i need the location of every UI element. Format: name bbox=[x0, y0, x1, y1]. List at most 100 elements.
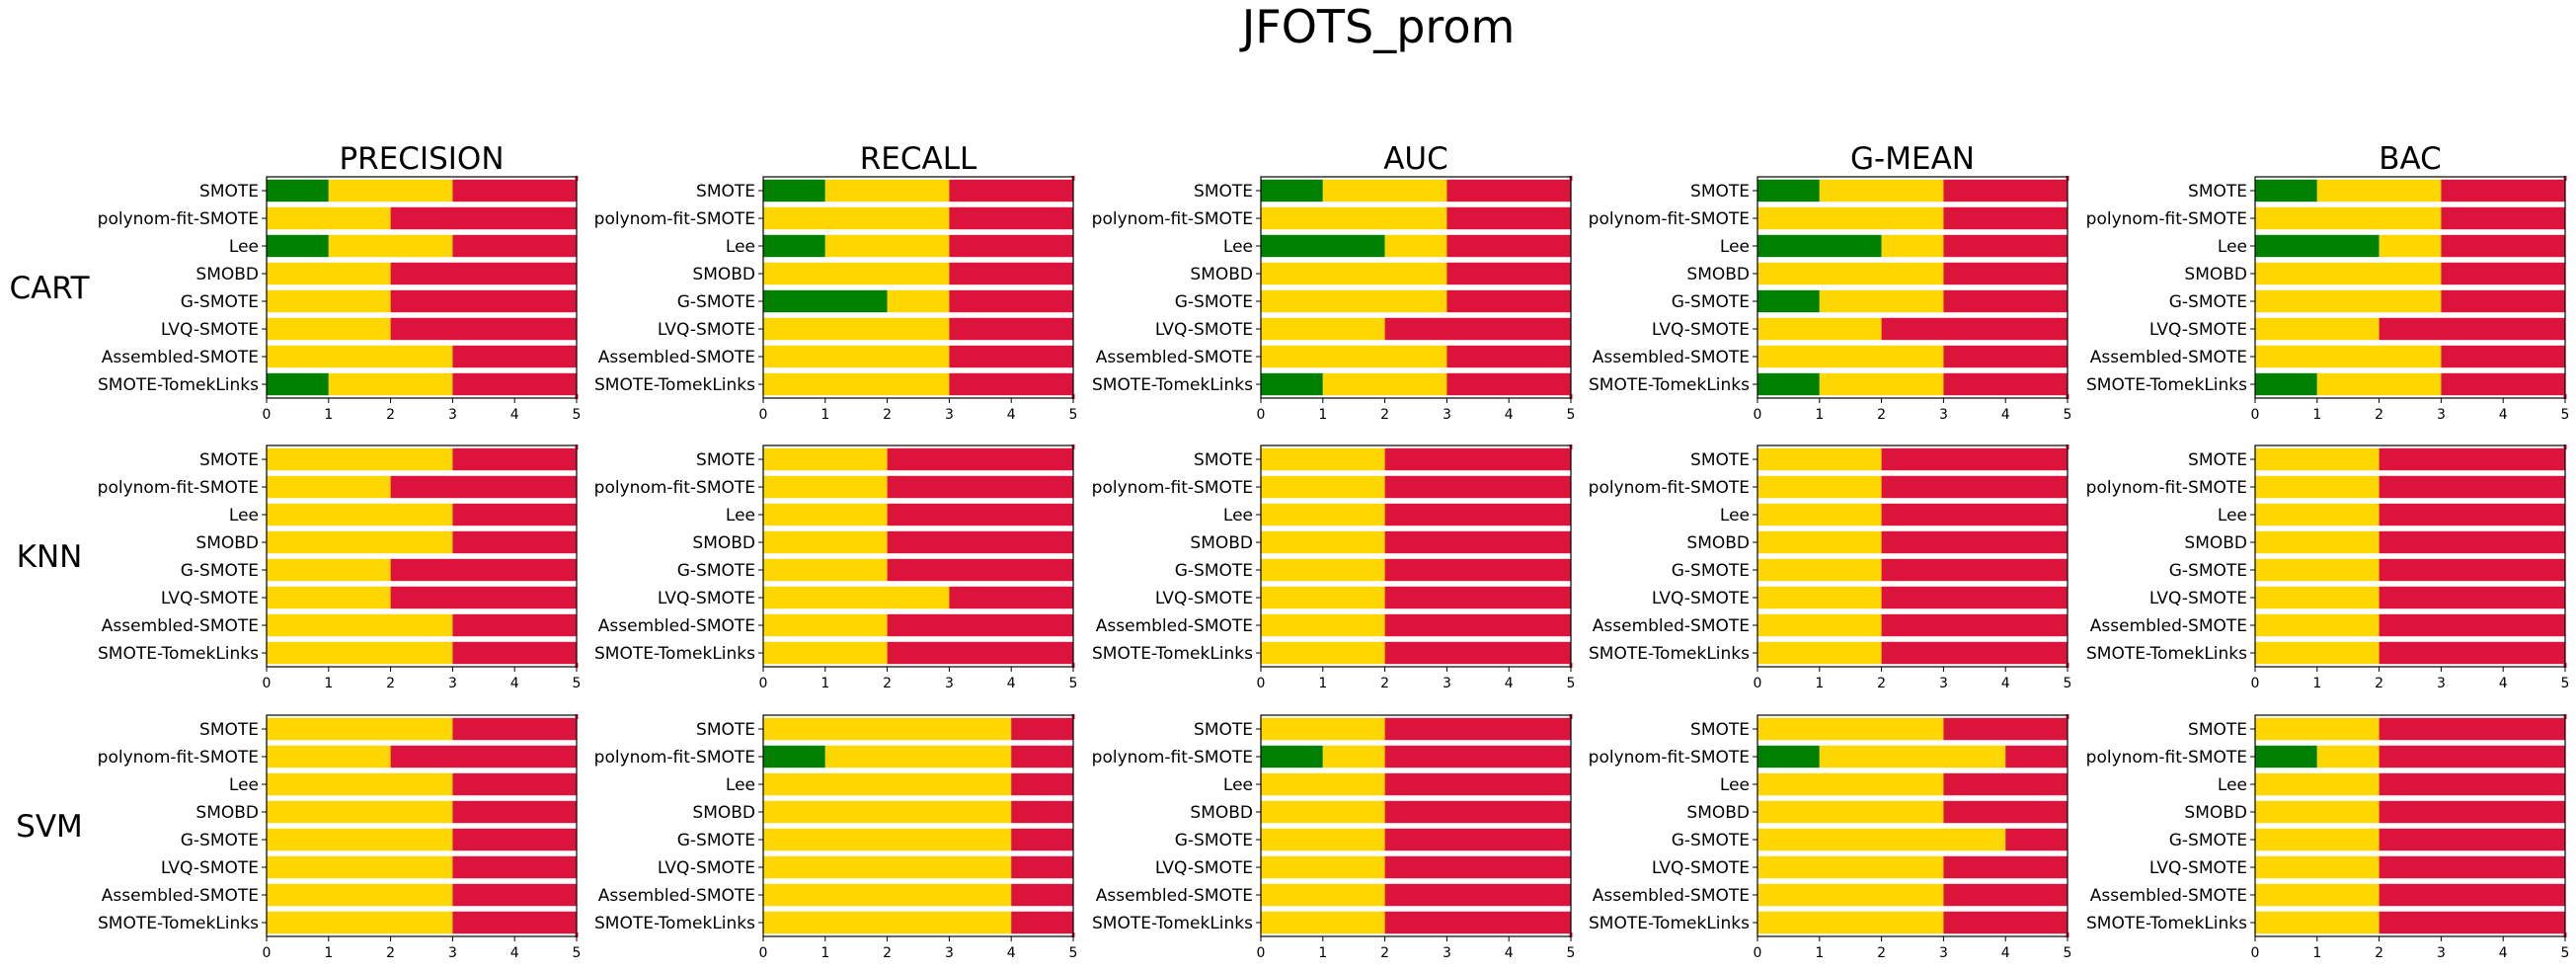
y-tick-label: SMOBD bbox=[1190, 265, 1253, 284]
y-tick-label: G-SMOTE bbox=[181, 292, 259, 312]
y-tick-label: G-SMOTE bbox=[1672, 561, 1750, 581]
bar-yellow bbox=[2255, 447, 2380, 471]
bar-red bbox=[2379, 503, 2565, 526]
y-tick-label: polynom-fit-SMOTE bbox=[98, 478, 259, 498]
x-tick-label: 2 bbox=[883, 945, 892, 961]
bar-red bbox=[452, 179, 577, 202]
bar-yellow bbox=[2255, 289, 2442, 313]
y-tick-label: Assembled-SMOTE bbox=[598, 616, 755, 636]
y-tick-label: SMOTE bbox=[696, 450, 755, 470]
panel-frame bbox=[1260, 176, 1572, 399]
y-tick-label: SMOBD bbox=[2184, 265, 2247, 284]
y-tick-label: Lee bbox=[1720, 237, 1750, 257]
bar-yellow bbox=[267, 475, 391, 499]
y-tick-label: Assembled-SMOTE bbox=[1593, 886, 1750, 906]
bar-red bbox=[1881, 530, 2068, 554]
panel-frame bbox=[1260, 445, 1572, 668]
bar-yellow bbox=[763, 717, 1012, 741]
bar-red bbox=[1446, 289, 1571, 313]
bar-yellow bbox=[763, 586, 950, 609]
bar-red bbox=[887, 558, 1073, 582]
x-tick-label: 5 bbox=[1567, 676, 1576, 691]
x-tick-label: 5 bbox=[573, 676, 582, 691]
y-tick-label: SMOBD bbox=[1190, 803, 1253, 823]
panel-svm-auc: SMOTE polynom-fit-SMOTE Lee SMOBD G-SMOTE LVQ… bbox=[1092, 714, 1576, 961]
bar-green bbox=[1757, 289, 1820, 313]
y-tick-label: LVQ-SMOTE bbox=[161, 320, 259, 340]
bar-yellow bbox=[2255, 717, 2380, 741]
bar-yellow bbox=[763, 613, 888, 637]
column-title-g-mean: G-MEAN bbox=[1850, 141, 1975, 177]
bar-green bbox=[2255, 234, 2380, 258]
bar-yellow bbox=[1261, 717, 1385, 741]
y-tick-label: SMOTE-TomekLinks bbox=[1589, 644, 1750, 664]
y-tick-label: SMOTE-TomekLinks bbox=[594, 914, 755, 933]
bar-yellow bbox=[763, 317, 950, 341]
bar-red bbox=[887, 530, 1073, 554]
bar-yellow bbox=[763, 558, 888, 582]
bar-yellow bbox=[1261, 641, 1385, 665]
bar-yellow bbox=[1757, 206, 1944, 230]
x-tick-label: 5 bbox=[1567, 945, 1576, 961]
panel-frame bbox=[266, 445, 578, 668]
bar-yellow bbox=[2379, 234, 2442, 258]
bar-yellow bbox=[763, 641, 888, 665]
panel-knn-bac: SMOTE polynom-fit-SMOTE Lee SMOBD G-SMOTE LVQ… bbox=[2086, 445, 2569, 691]
y-tick-label: SMOTE-TomekLinks bbox=[98, 914, 259, 933]
bar-green bbox=[763, 289, 888, 313]
bar-yellow bbox=[2316, 179, 2442, 202]
x-tick-label: 3 bbox=[2437, 676, 2446, 691]
bar-yellow bbox=[267, 613, 453, 637]
x-tick-label: 3 bbox=[448, 676, 457, 691]
y-tick-label: Lee bbox=[2218, 237, 2247, 257]
y-tick-label: G-SMOTE bbox=[2169, 561, 2247, 581]
y-tick-label: SMOTE-TomekLinks bbox=[2086, 375, 2247, 395]
y-tick-label: SMOTE bbox=[199, 720, 259, 740]
bar-yellow bbox=[267, 911, 453, 934]
bar-yellow bbox=[763, 372, 950, 396]
bar-red bbox=[1943, 800, 2068, 824]
bar-yellow bbox=[1261, 317, 1385, 341]
y-tick-label: Lee bbox=[1223, 775, 1253, 795]
x-tick-label: 1 bbox=[2312, 407, 2321, 423]
bar-red bbox=[1446, 262, 1571, 285]
bar-red bbox=[2005, 828, 2068, 851]
y-tick-label: G-SMOTE bbox=[2169, 292, 2247, 312]
y-tick-label: LVQ-SMOTE bbox=[161, 858, 259, 878]
bar-red bbox=[1384, 911, 1571, 934]
x-tick-label: 0 bbox=[759, 676, 768, 691]
bar-yellow bbox=[267, 745, 391, 769]
y-tick-label: Assembled-SMOTE bbox=[1096, 886, 1253, 906]
bar-yellow bbox=[1261, 558, 1385, 582]
bar-yellow bbox=[1261, 800, 1385, 824]
bar-yellow bbox=[2255, 828, 2380, 851]
bar-yellow bbox=[763, 475, 888, 499]
y-tick-label: G-SMOTE bbox=[181, 561, 259, 581]
bar-red bbox=[2379, 475, 2565, 499]
x-tick-label: 4 bbox=[510, 676, 519, 691]
bar-yellow bbox=[328, 179, 453, 202]
bar-red bbox=[1943, 772, 2068, 796]
bar-red bbox=[2379, 558, 2565, 582]
y-tick-label: LVQ-SMOTE bbox=[658, 589, 755, 608]
x-tick-label: 2 bbox=[1877, 676, 1886, 691]
bar-red bbox=[1881, 613, 2068, 637]
bar-yellow bbox=[1757, 558, 1882, 582]
bar-red bbox=[887, 447, 1073, 471]
x-tick-label: 0 bbox=[1257, 407, 1266, 423]
panel-knn-precision: SMOTE polynom-fit-SMOTE Lee SMOBD G-SMOTE LVQ… bbox=[98, 445, 582, 691]
x-tick-label: 4 bbox=[510, 407, 519, 423]
panel-frame bbox=[762, 176, 1074, 399]
column-title-recall: RECALL bbox=[860, 141, 977, 177]
x-tick-label: 2 bbox=[1380, 407, 1389, 423]
bar-yellow bbox=[1757, 317, 1882, 341]
bar-yellow bbox=[267, 641, 453, 665]
x-tick-label: 5 bbox=[2064, 407, 2072, 423]
y-tick-label: Lee bbox=[726, 237, 755, 257]
bar-red bbox=[2379, 911, 2565, 934]
bar-red bbox=[452, 447, 577, 471]
panel-cart-precision: SMOTE polynom-fit-SMOTE Lee SMOBD G-SMOTE LVQ… bbox=[98, 176, 581, 423]
x-tick-label: 5 bbox=[573, 945, 582, 961]
x-tick-label: 3 bbox=[2437, 407, 2446, 423]
y-tick-label: Lee bbox=[1223, 237, 1253, 257]
